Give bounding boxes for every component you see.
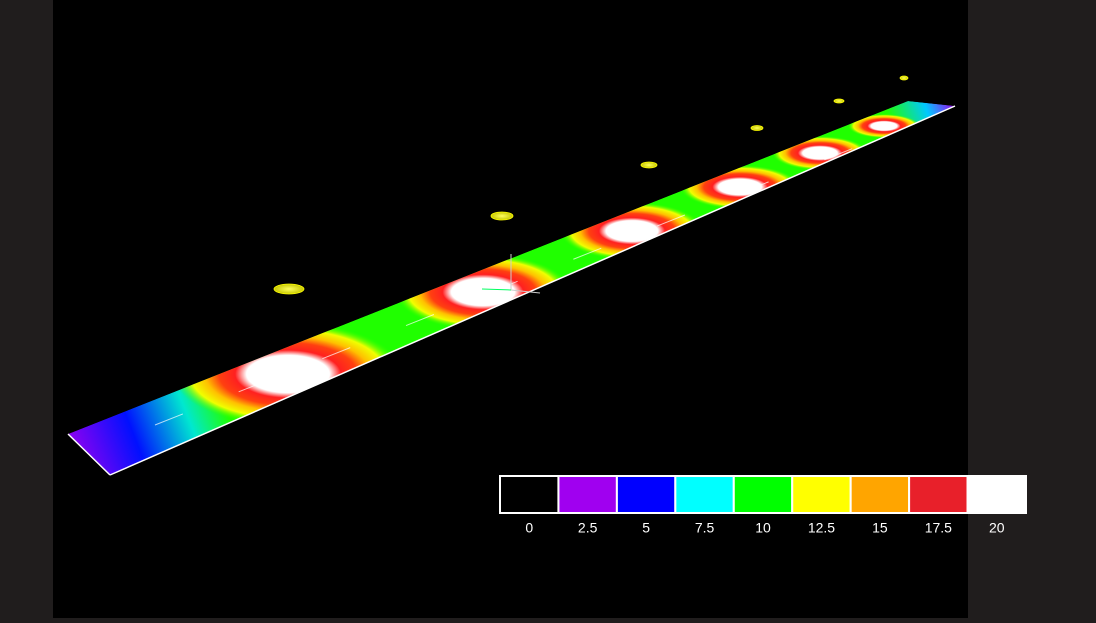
- legend: 0 2.5 5 7.5 10 12.5 15 17.5 20: [499, 475, 1027, 536]
- legend-swatch: [849, 475, 911, 514]
- legend-label: 12.5: [808, 520, 835, 536]
- legend-swatch: [791, 475, 852, 514]
- legend-swatch: [674, 475, 735, 514]
- legend-label: 15: [872, 520, 888, 536]
- luminaire: [750, 125, 764, 131]
- luminaires: [273, 75, 909, 295]
- road-edge: [67, 433, 111, 476]
- render-area: [53, 0, 968, 618]
- luminaire: [273, 283, 305, 295]
- luminaire: [833, 98, 845, 104]
- legend-label: 2.5: [578, 520, 598, 536]
- legend-label: 0: [525, 520, 533, 536]
- legend-label: 10: [755, 520, 771, 536]
- legend-swatch: [966, 475, 1027, 514]
- luminaire: [490, 211, 514, 221]
- luminaire: [640, 161, 658, 169]
- legend-label: 17.5: [925, 520, 952, 536]
- legend-label: 20: [989, 520, 1005, 536]
- legend-swatch: [615, 475, 677, 514]
- legend-label: 5: [642, 520, 650, 536]
- legend-swatch: [908, 475, 969, 514]
- legend-label: 7.5: [695, 520, 715, 536]
- axes-gizmo: [481, 254, 541, 294]
- legend-swatch: [499, 475, 560, 514]
- luminaire: [899, 75, 909, 81]
- legend-swatch: [557, 475, 618, 514]
- road-edge: [109, 105, 956, 476]
- legend-swatch: [732, 475, 794, 514]
